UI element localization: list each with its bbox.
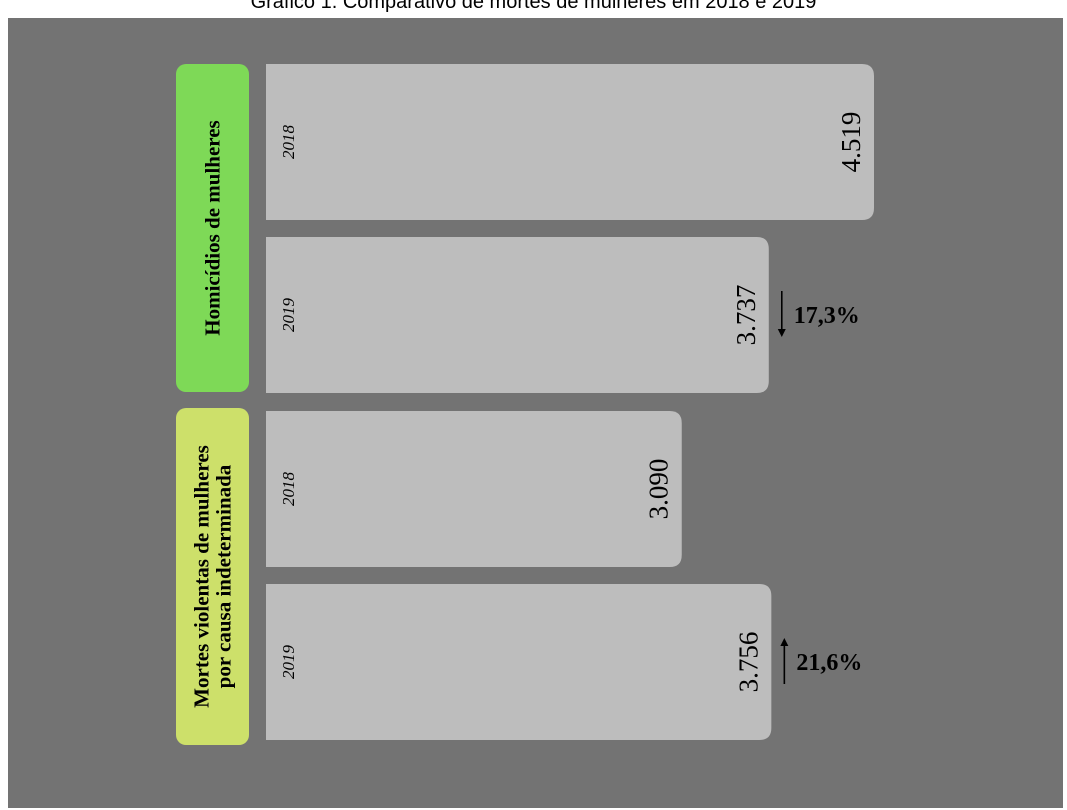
year-label-mortes-indeterminadas-2018: 2018 <box>279 472 298 507</box>
category-label-homicidios: Homicídios de mulheres <box>201 120 225 335</box>
category-label-mortes-indeterminadas-line-1: Mortes violentas de mulheres <box>190 445 214 708</box>
year-label-mortes-indeterminadas-2019: 2019 <box>279 645 298 680</box>
change-label-homicidios: 17,3% <box>794 303 860 329</box>
arrow-up-icon-mortes-indeterminadas <box>780 638 789 646</box>
change-label-mortes-indeterminadas: 21,6% <box>796 650 862 676</box>
chart-title-container: Gráfico 1. Comparativo de mortes de mulh… <box>0 0 1067 14</box>
bar-mortes-indeterminadas-2019 <box>266 584 772 740</box>
value-label-homicidios-2018: 4.519 <box>836 112 866 173</box>
chart-title: Gráfico 1. Comparativo de mortes de mulh… <box>250 0 817 13</box>
bar-homicidios-2019 <box>266 237 769 393</box>
bar-homicidios-2018 <box>266 64 874 220</box>
bar-mortes-indeterminadas-2018 <box>266 411 682 567</box>
year-label-homicidios-2018: 2018 <box>279 125 298 160</box>
arrow-down-icon-homicidios <box>777 329 786 337</box>
category-box-homicidios <box>176 64 249 392</box>
value-label-mortes-indeterminadas-2019: 3.756 <box>733 632 763 693</box>
category-box-mortes-indeterminadas <box>176 408 249 745</box>
category-label-mortes-indeterminadas-line-2: por causa indeterminada <box>212 464 236 688</box>
year-label-homicidios-2019: 2019 <box>279 298 298 333</box>
value-label-homicidios-2019: 3.737 <box>731 285 761 346</box>
value-label-mortes-indeterminadas-2018: 3.090 <box>644 459 674 520</box>
